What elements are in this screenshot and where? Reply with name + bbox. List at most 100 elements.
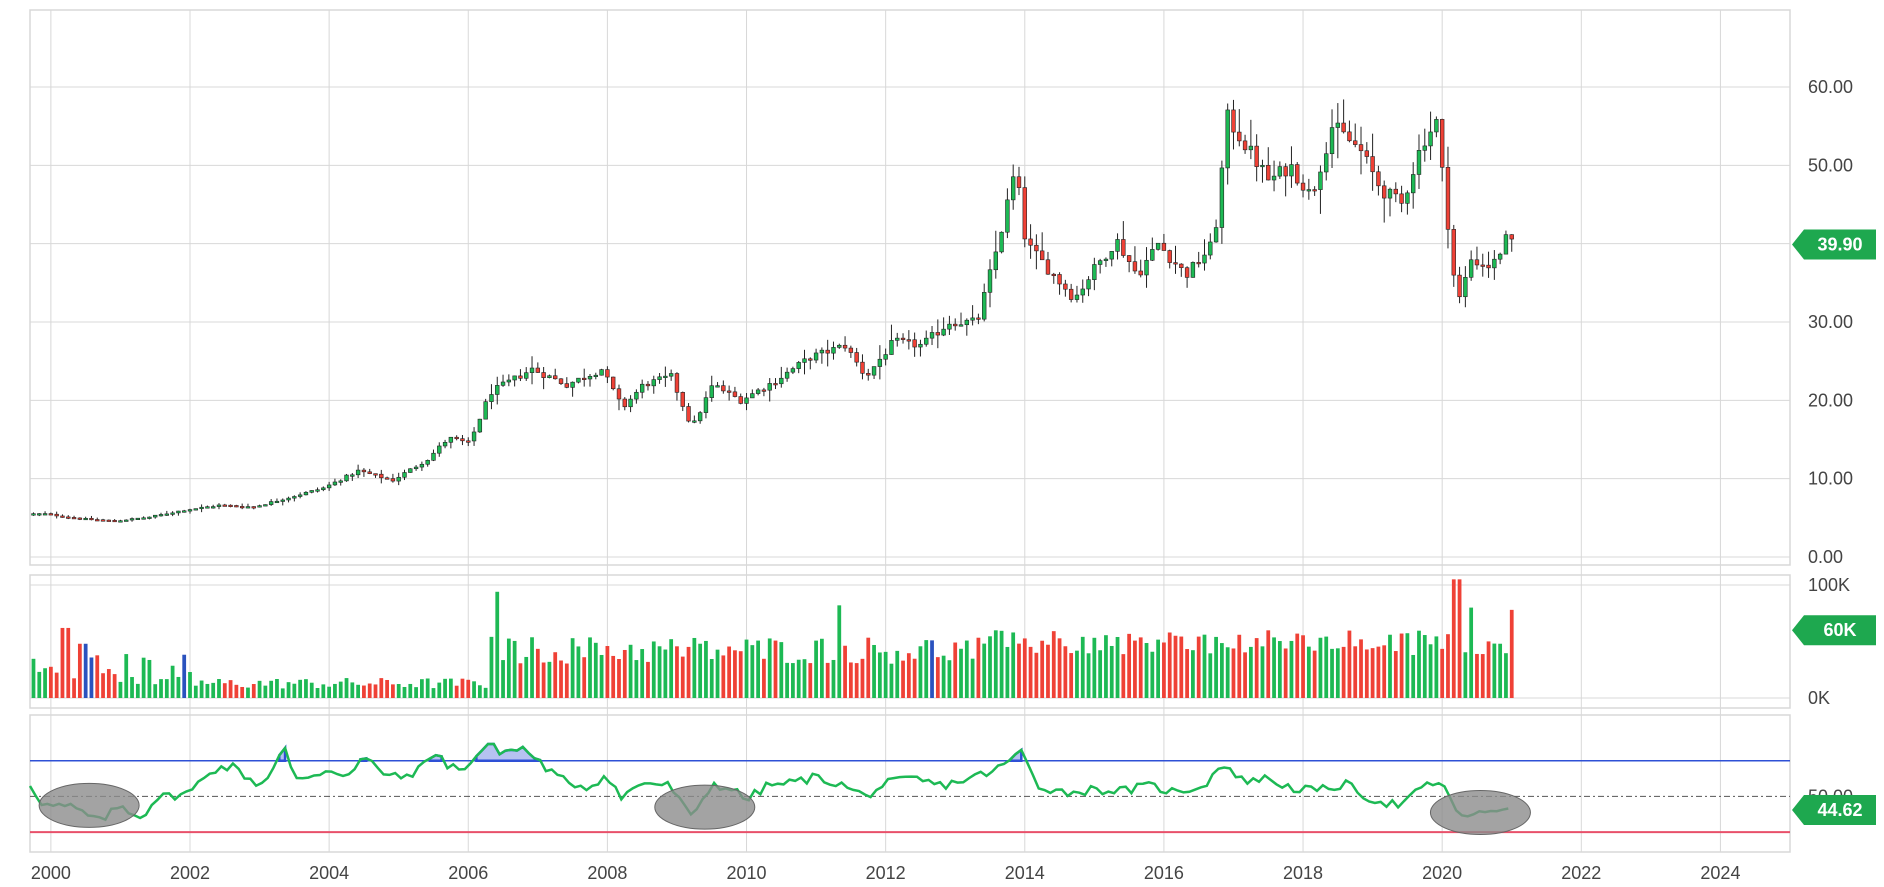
candle-body [1126, 255, 1132, 262]
price-last-value-badge-text: 39.90 [1817, 234, 1862, 254]
candle-body [1353, 140, 1358, 145]
candle-body [953, 323, 958, 327]
candle-body [442, 441, 448, 447]
rsi-line [28, 742, 1509, 822]
volume-bar [1446, 634, 1450, 698]
candle-body [1503, 234, 1509, 255]
volume-bar [570, 638, 575, 698]
volume-bar [1457, 579, 1462, 698]
candle-body [1225, 109, 1230, 169]
volume-bar [257, 680, 262, 698]
candle-body [1364, 150, 1369, 157]
volume-bar [350, 682, 355, 698]
volume-bar [512, 640, 517, 698]
volume-bar [1028, 646, 1033, 698]
volume-bar [825, 662, 830, 698]
volume-bar [993, 630, 998, 698]
candle-body [553, 375, 558, 380]
candle-body [1051, 273, 1056, 277]
candle-body [726, 390, 732, 393]
candle-body [529, 367, 535, 373]
candle-body [193, 508, 198, 511]
candle-body [947, 323, 952, 330]
candle-body [31, 513, 36, 516]
volume-bar [1063, 646, 1068, 698]
volume-bar [541, 662, 546, 698]
volume-bar [106, 669, 111, 698]
volume-bar [1092, 637, 1097, 698]
volume-bar [280, 688, 285, 698]
volume-bar [1017, 643, 1021, 698]
volume-bar [866, 637, 871, 698]
candle-body [1074, 294, 1080, 300]
candle-body [1411, 174, 1416, 194]
volume-bar [89, 657, 94, 698]
candle-body [77, 517, 83, 520]
candle-body [112, 519, 117, 523]
candle-body [1341, 122, 1346, 133]
volume-bar [530, 637, 534, 698]
volume-bar [77, 643, 82, 698]
candle-body [1260, 164, 1265, 168]
volume-bar [1428, 644, 1433, 698]
candle-body [831, 347, 836, 354]
volume-bar [217, 679, 221, 698]
candle-body [889, 340, 894, 355]
candle-body [1416, 150, 1422, 175]
price-last-value-badge-shape [1792, 229, 1876, 260]
volume-bar [970, 658, 975, 698]
candle-body [1492, 258, 1497, 269]
volume-bar [1318, 637, 1323, 698]
volume-bar [1237, 634, 1242, 698]
volume-bar [947, 660, 952, 698]
candle-body [164, 513, 169, 516]
candle-body [634, 391, 639, 400]
volume-bar [791, 663, 795, 698]
volume-last-value-badge: 60K [1792, 615, 1876, 646]
candle-body [373, 473, 378, 476]
candle-body [924, 337, 929, 345]
volume-bar [1086, 653, 1091, 698]
volume-bar [738, 651, 743, 698]
volume-bar [692, 637, 697, 698]
volume-bar [211, 682, 216, 698]
volume-bar [727, 646, 732, 698]
candle-body [338, 480, 343, 483]
candle-body [483, 401, 488, 420]
volume-bar [709, 659, 714, 698]
volume-bar [814, 640, 818, 698]
candle-body [466, 440, 471, 443]
candle-body [813, 352, 819, 361]
candle-body [60, 515, 65, 518]
candle-body [147, 516, 152, 519]
volume-bar [1080, 636, 1085, 698]
volume-bar [112, 674, 117, 698]
volume-bar [298, 679, 303, 698]
volume-bar [831, 659, 836, 698]
volume-bar [1283, 648, 1288, 698]
volume-bar [1277, 641, 1282, 698]
volume-bar [1098, 650, 1103, 698]
candle-body [1283, 166, 1288, 177]
candle-body [251, 506, 256, 509]
candle-body [935, 332, 941, 336]
candle-body [332, 481, 338, 486]
candle-body [1428, 131, 1433, 147]
volume-bar [506, 638, 511, 698]
candle-body [860, 361, 865, 374]
candle-body [158, 514, 164, 517]
price-tick-label: 20.00 [1808, 390, 1853, 410]
rsi-last-value-badge: 44.62 [1792, 795, 1876, 826]
candle-body [535, 367, 541, 373]
price-tick-label: 30.00 [1808, 312, 1853, 332]
candle-body [587, 375, 593, 380]
volume-bar [1388, 634, 1392, 698]
volume-bar [222, 683, 227, 698]
volume-bar [883, 651, 888, 698]
candle-body [593, 374, 598, 377]
volume-bar [83, 643, 88, 698]
volume-bar [1434, 636, 1439, 698]
volume-bar [1075, 650, 1079, 698]
candle-body [495, 385, 500, 395]
candle-body [1132, 261, 1138, 272]
